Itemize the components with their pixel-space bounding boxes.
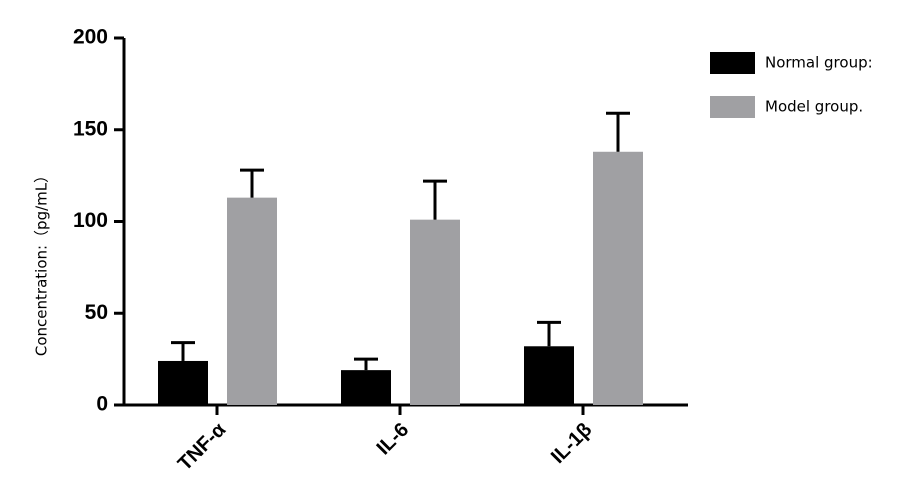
error-bar (606, 111, 630, 152)
error-bar (423, 179, 447, 220)
y-tick-label: 50 (85, 301, 108, 324)
x-tick-label: IL-1β (547, 419, 596, 468)
y-tick-label: 0 (96, 393, 108, 416)
y-tick-label: 100 (73, 209, 108, 232)
legend-swatch (710, 96, 755, 118)
bar (158, 360, 208, 405)
legend-label: Normal group: (765, 54, 873, 72)
x-tick-label: IL-6 (373, 419, 414, 460)
bar (410, 219, 460, 405)
legend-label: Model group. (765, 98, 863, 116)
bar (227, 197, 277, 405)
y-tick-label: 200 (73, 26, 108, 49)
error-bar (240, 168, 264, 198)
error-bar (537, 320, 561, 347)
y-tick-label: 150 (73, 117, 108, 140)
bar (524, 346, 574, 405)
bar (593, 151, 643, 405)
error-bar (171, 341, 195, 361)
x-tick-label: TNF-α (174, 418, 231, 475)
error-bar (354, 357, 378, 371)
bar (341, 370, 391, 405)
legend-swatch (710, 52, 755, 74)
y-axis-title: Concentration:（pg/mL） (33, 168, 51, 356)
